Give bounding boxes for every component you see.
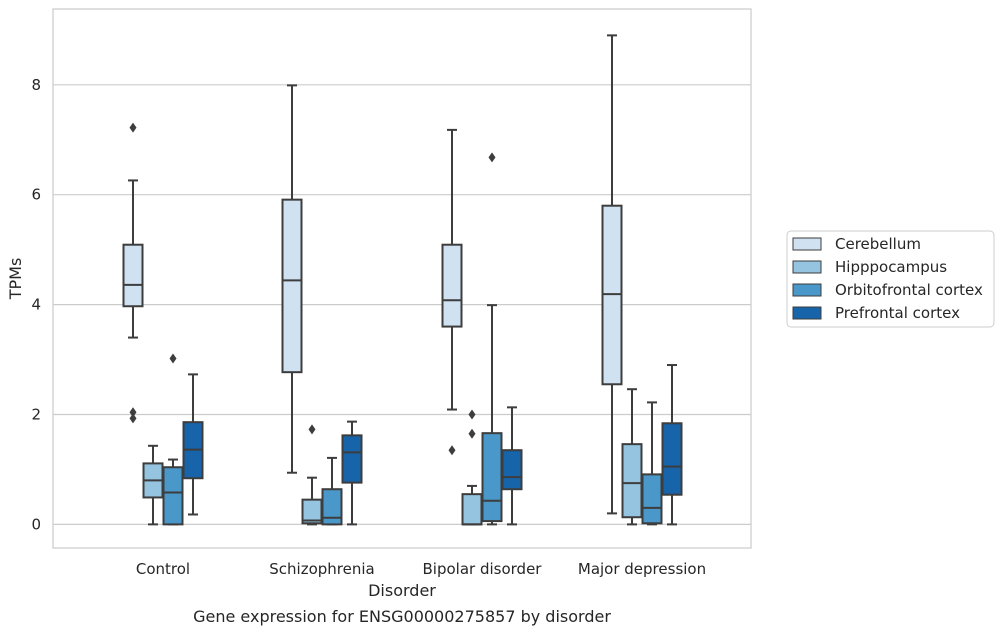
plot-area [52, 8, 752, 549]
box-2-0 [162, 353, 184, 526]
x-tick-label: Control [136, 560, 190, 578]
y-tick-label: 4 [31, 296, 41, 314]
outlier-point [129, 413, 137, 424]
y-axis-label: TPMs [6, 258, 25, 301]
outlier-point [308, 424, 316, 435]
legend-label: Prefrontal cortex [835, 304, 960, 322]
box-1-2 [461, 409, 483, 526]
box-3-2 [501, 406, 523, 526]
outlier-point [448, 445, 456, 456]
legend-label: Hipppocampus [835, 258, 947, 276]
box-3-0 [182, 373, 204, 516]
y-tick-label: 0 [31, 515, 41, 533]
x-axis-label: Disorder [368, 581, 436, 600]
chart-caption: Gene expression for ENSG00000275857 by d… [193, 607, 611, 626]
outlier-point [169, 353, 177, 364]
box-0-3 [601, 34, 623, 515]
box-0-1 [281, 84, 303, 474]
y-tick-label: 6 [31, 186, 41, 204]
box-iqr [321, 488, 343, 526]
box-1-1 [301, 424, 323, 526]
y-tick-label: 8 [31, 76, 41, 94]
legend-label: Cerebellum [835, 235, 921, 253]
legend-frame [786, 230, 995, 328]
box-iqr [122, 243, 144, 308]
x-tick-label: Major depression [578, 560, 706, 578]
box-iqr [441, 243, 463, 328]
legend-swatch [792, 306, 822, 320]
legend-items: Cerebellum Hipppocampus Orbitofrontal cort… [792, 235, 983, 322]
legend-swatch [792, 237, 822, 251]
x-tick-label: Schizophrenia [269, 560, 374, 578]
box-iqr [341, 434, 363, 484]
box-iqr [281, 198, 303, 374]
legend-swatch [792, 283, 822, 297]
legend-label: Orbitofrontal cortex [835, 281, 983, 299]
box-2-3 [641, 401, 663, 526]
box-0-2 [441, 128, 463, 456]
box-3-1 [341, 420, 363, 526]
outlier-point [129, 122, 137, 133]
box-iqr [661, 422, 683, 496]
outlier-point [129, 407, 137, 418]
box-groups [122, 34, 683, 526]
x-tick-label: Bipolar disorder [423, 560, 543, 578]
y-tick-labels: 0 2 4 6 8 [31, 76, 41, 534]
box-iqr [162, 466, 184, 526]
x-tick-labels: Control Schizophrenia Bipolar disorder Majo… [136, 560, 706, 578]
box-iqr [501, 449, 523, 491]
legend-swatch [792, 260, 822, 274]
outlier-point [468, 428, 476, 439]
outlier-point [468, 409, 476, 420]
box-iqr [641, 473, 663, 525]
legend: Cerebellum Hipppocampus Orbitofrontal cort… [786, 230, 995, 328]
box-iqr [481, 432, 503, 523]
box-0-0 [122, 122, 144, 424]
plot-frame [52, 8, 752, 549]
box-1-0 [142, 444, 164, 526]
box-2-1 [321, 456, 343, 526]
y-tick-label: 2 [31, 405, 41, 423]
box-iqr [461, 493, 483, 526]
box-3-3 [661, 364, 683, 526]
outlier-point [488, 152, 496, 163]
box-iqr [621, 443, 643, 519]
